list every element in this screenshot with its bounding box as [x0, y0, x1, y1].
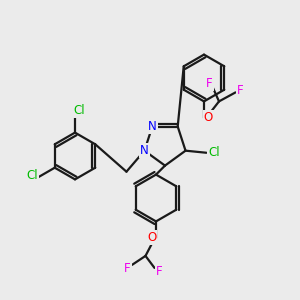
- Text: Cl: Cl: [208, 146, 220, 159]
- Text: N: N: [140, 144, 149, 157]
- Text: F: F: [124, 262, 131, 275]
- Text: F: F: [156, 265, 162, 278]
- Text: Cl: Cl: [26, 169, 38, 182]
- Text: O: O: [204, 111, 213, 124]
- Text: F: F: [237, 83, 243, 97]
- Text: F: F: [206, 77, 213, 90]
- Text: O: O: [147, 231, 156, 244]
- Text: N: N: [148, 120, 157, 133]
- Text: Cl: Cl: [74, 104, 85, 117]
